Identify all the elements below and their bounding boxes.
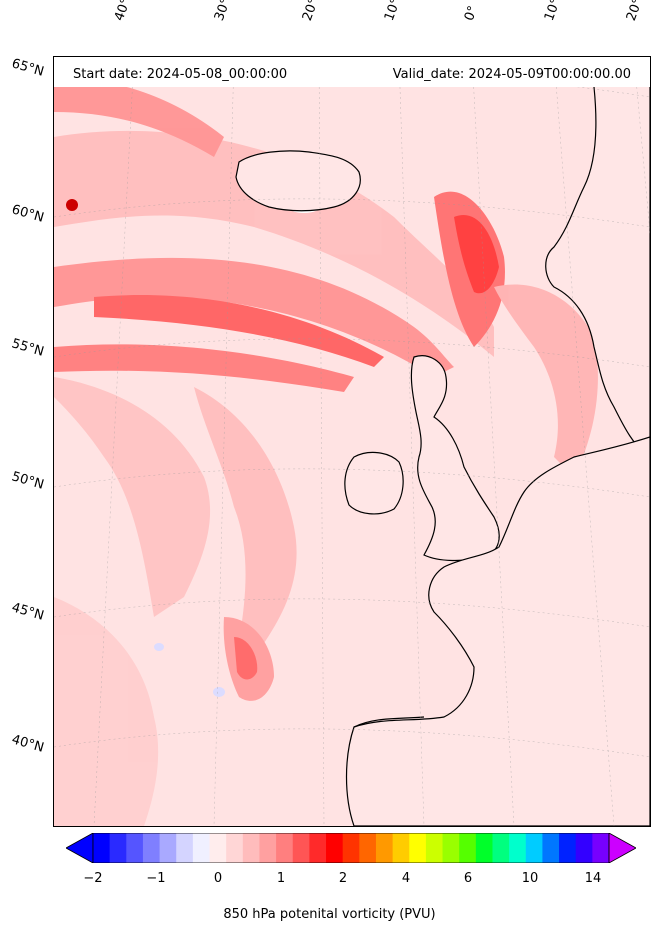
lon-label-20e: 20°E [623, 0, 649, 24]
coastlines [235, 57, 650, 826]
lat-label-60: 60°N [9, 202, 46, 226]
colorbar-swatch [492, 833, 510, 863]
colorbar-swatch [326, 833, 344, 863]
lon-label-30w: 30°W [211, 0, 239, 23]
colorbar-swatch [409, 833, 427, 863]
lat-label-65: 65°N [9, 56, 46, 80]
colorbar-swatch [542, 833, 560, 863]
iceland [235, 150, 361, 212]
pv-contours [54, 77, 650, 826]
lat-label-45: 45°N [9, 600, 46, 624]
colorbar-tick: 0 [213, 871, 223, 886]
colorbar-swatch [375, 833, 394, 863]
colorbar-swatch [442, 833, 460, 863]
colorbar-swatch [309, 833, 327, 863]
colorbar-swatch [209, 833, 227, 863]
colorbar-swatch [292, 833, 310, 863]
colorbar-swatch [342, 833, 360, 863]
colorbar-tick: 2 [338, 871, 348, 886]
lon-label-10e: 10°E [541, 0, 567, 24]
colorbar-tick: 14 [584, 871, 602, 886]
colorbar-swatch [242, 833, 260, 863]
colorbar-swatch [276, 833, 294, 863]
colorbar-under-triangle [65, 832, 94, 864]
map-canvas [54, 57, 650, 826]
lat-label-55: 55°N [9, 336, 46, 360]
colorbar-swatch [109, 833, 127, 863]
lon-label-0: 0° [461, 3, 482, 24]
colorbar [65, 832, 637, 864]
colorbar-swatch [142, 833, 161, 863]
colorbar-swatch [459, 833, 477, 863]
lat-label-40: 40°N [9, 732, 46, 756]
colorbar-swatch [126, 833, 144, 863]
lon-label-20w: 20°W [299, 0, 327, 23]
colorbar-swatch [425, 833, 444, 863]
colorbar-swatch [559, 833, 577, 863]
colorbar-tick: 6 [463, 871, 473, 886]
colorbar-swatch [93, 833, 111, 863]
colorbar-swatch [509, 833, 527, 863]
header-band [54, 57, 650, 87]
colorbar-swatch [592, 833, 610, 863]
map-panel: Start date: 2024-05-08_00:00:00 Valid_da… [53, 56, 651, 827]
lon-label-10w: 10°W [381, 0, 409, 23]
colorbar-swatch [226, 833, 244, 863]
lat-label-50: 50°N [9, 469, 46, 493]
ireland [344, 451, 404, 515]
colorbar-tick: −1 [146, 871, 166, 886]
colorbar-swatch [259, 833, 277, 863]
colorbar-tick: −2 [83, 871, 103, 886]
start-date-label: Start date: 2024-05-08_00:00:00 [73, 67, 288, 82]
colorbar-swatch [475, 833, 493, 863]
lon-label-40w: 40°W [111, 0, 139, 23]
colorbar-swatch [525, 833, 543, 863]
colorbar-swatch [192, 833, 211, 863]
colorbar-tick: 1 [276, 871, 286, 886]
colorbar-swatch [159, 833, 177, 863]
colorbar-swatch [359, 833, 377, 863]
colorbar-swatch [176, 833, 194, 863]
colorbar-tick: 4 [401, 871, 411, 886]
valid-date-label: Valid_date: 2024-05-09T00:00:00.00 [392, 67, 631, 82]
continental-europe [345, 436, 650, 826]
colorbar-over-triangle [608, 832, 637, 864]
colorbar-title: 850 hPa potenital vorticity (PVU) [223, 907, 436, 922]
colorbar-swatch [575, 833, 593, 863]
colorbar-swatches [65, 832, 637, 864]
colorbar-tick: 10 [521, 871, 539, 886]
colorbar-swatch [392, 833, 410, 863]
